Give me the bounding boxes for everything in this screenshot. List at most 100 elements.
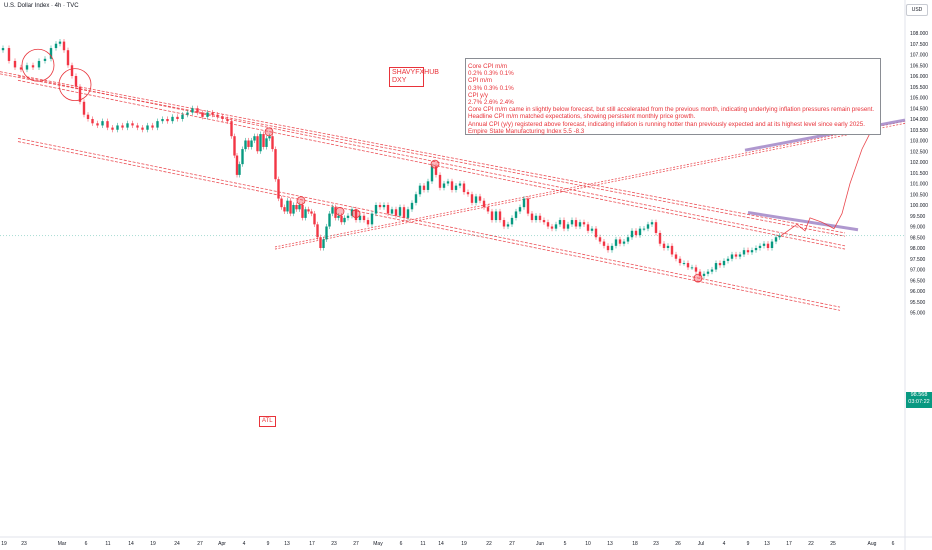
mid-channel-top bbox=[17, 75, 846, 247]
rising-trendline-a bbox=[274, 120, 906, 248]
candle-body bbox=[418, 185, 422, 195]
highlight-circle bbox=[296, 196, 306, 206]
candle-body bbox=[562, 220, 566, 229]
candle-body bbox=[402, 207, 406, 218]
candle-body bbox=[714, 263, 718, 270]
symbol-title[interactable]: U.S. Dollar Index · 4h · TVC bbox=[4, 3, 79, 9]
watermark-label: SHAVYFXHUB DXY bbox=[389, 67, 439, 87]
candle-body bbox=[478, 196, 482, 201]
x-tick-label: 27 bbox=[509, 541, 515, 547]
candle-body bbox=[514, 211, 518, 218]
candle-body bbox=[506, 224, 510, 227]
candle-body bbox=[630, 230, 634, 238]
bar-countdown: 03:07:22 bbox=[908, 399, 930, 405]
candle-body bbox=[206, 112, 209, 117]
atl-label[interactable]: ATL bbox=[259, 416, 276, 427]
price-axis: 108.000 107.500 107.000 106.500 106.000 105.5… bbox=[910, 31, 928, 317]
highlight-circle bbox=[21, 48, 55, 82]
x-tick-label: 13 bbox=[764, 541, 770, 547]
x-tick-label: Mar bbox=[58, 541, 67, 547]
annotation-line: CPI y/y bbox=[468, 91, 488, 99]
brand-name: SHAVYFXHUB bbox=[392, 69, 439, 76]
candle-body bbox=[458, 183, 462, 186]
candle-body bbox=[191, 108, 194, 113]
candle-body bbox=[181, 114, 184, 119]
annotation-line: 0.3% 0.3% 0.1% bbox=[468, 84, 514, 92]
candle-body bbox=[226, 119, 229, 122]
last-price-tag: 98.568 03:07:22 bbox=[906, 392, 932, 408]
candle-body bbox=[550, 226, 554, 229]
candle-body bbox=[362, 215, 366, 221]
candle-body bbox=[442, 183, 446, 188]
y-tick-label: 100.000 bbox=[910, 203, 928, 209]
y-tick-label: 103.500 bbox=[910, 128, 928, 134]
candle-body bbox=[450, 181, 454, 190]
candle-body bbox=[638, 228, 642, 236]
candle-body bbox=[283, 207, 286, 212]
candle-body bbox=[774, 237, 778, 242]
candle-body bbox=[386, 205, 390, 214]
y-tick-label: 97.000 bbox=[910, 268, 926, 274]
x-tick-label: 6 bbox=[892, 541, 895, 547]
candle-body bbox=[374, 205, 378, 214]
y-tick-label: 98.000 bbox=[910, 246, 926, 252]
candle-body bbox=[446, 181, 450, 184]
y-tick-label: 105.500 bbox=[910, 85, 928, 91]
candle-body bbox=[343, 217, 346, 223]
candle-body bbox=[7, 48, 11, 61]
x-tick-label: 18 bbox=[632, 541, 638, 547]
candle-body bbox=[151, 125, 154, 128]
candle-body bbox=[313, 213, 316, 225]
candle-body bbox=[574, 220, 578, 227]
candle-body bbox=[570, 220, 574, 225]
candle-body bbox=[295, 205, 298, 210]
candle-body bbox=[502, 220, 506, 227]
y-tick-label: 104.000 bbox=[910, 117, 928, 123]
candle-body bbox=[590, 228, 594, 231]
candle-body bbox=[770, 241, 774, 248]
y-tick-label: 102.500 bbox=[910, 149, 928, 155]
cpi-annotation-box[interactable]: Core CPI m/m 0.2% 0.3% 0.1% CPI m/m 0.3% 0.… bbox=[465, 58, 881, 135]
candle-body bbox=[394, 209, 398, 216]
candle-body bbox=[25, 65, 29, 70]
x-tick-label: 27 bbox=[197, 541, 203, 547]
y-tick-label: 103.000 bbox=[910, 139, 928, 145]
candle-body bbox=[216, 114, 219, 117]
x-tick-label: 25 bbox=[830, 541, 836, 547]
candle-body bbox=[111, 127, 114, 130]
candle-body bbox=[414, 194, 418, 203]
candle-body bbox=[758, 245, 762, 248]
annotation-line: CPI m/m bbox=[468, 77, 493, 85]
candle-body bbox=[235, 155, 239, 175]
y-tick-label: 95.000 bbox=[910, 311, 926, 317]
x-tick-label: 17 bbox=[786, 541, 792, 547]
candle-body bbox=[530, 213, 534, 221]
candle-body bbox=[410, 202, 414, 210]
candle-body bbox=[618, 239, 622, 244]
candle-body bbox=[31, 65, 35, 68]
x-tick-label: Jul bbox=[698, 541, 704, 547]
x-tick-label: 14 bbox=[438, 541, 444, 547]
candle-body bbox=[247, 140, 250, 147]
candle-body bbox=[398, 207, 402, 216]
candle-body bbox=[101, 121, 104, 126]
candle-body bbox=[430, 166, 434, 182]
y-tick-label: 99.000 bbox=[910, 225, 926, 231]
upper-channel-bottom bbox=[0, 73, 846, 237]
highlight-circle bbox=[264, 127, 274, 137]
candle-body bbox=[334, 207, 337, 218]
candle-body bbox=[498, 211, 502, 221]
candle-body bbox=[682, 263, 686, 265]
candle-body bbox=[358, 215, 362, 221]
candle-body bbox=[86, 114, 90, 119]
x-tick-label: 13 bbox=[284, 541, 290, 547]
candle-body bbox=[554, 224, 558, 229]
y-tick-label: 108.000 bbox=[910, 31, 928, 37]
candle-body bbox=[337, 215, 340, 218]
annotation-line: Core CPI m/m bbox=[468, 63, 508, 70]
candle-body bbox=[698, 271, 702, 276]
currency-button[interactable]: USD bbox=[906, 4, 928, 16]
candle-body bbox=[606, 245, 610, 251]
candle-body bbox=[546, 222, 550, 227]
